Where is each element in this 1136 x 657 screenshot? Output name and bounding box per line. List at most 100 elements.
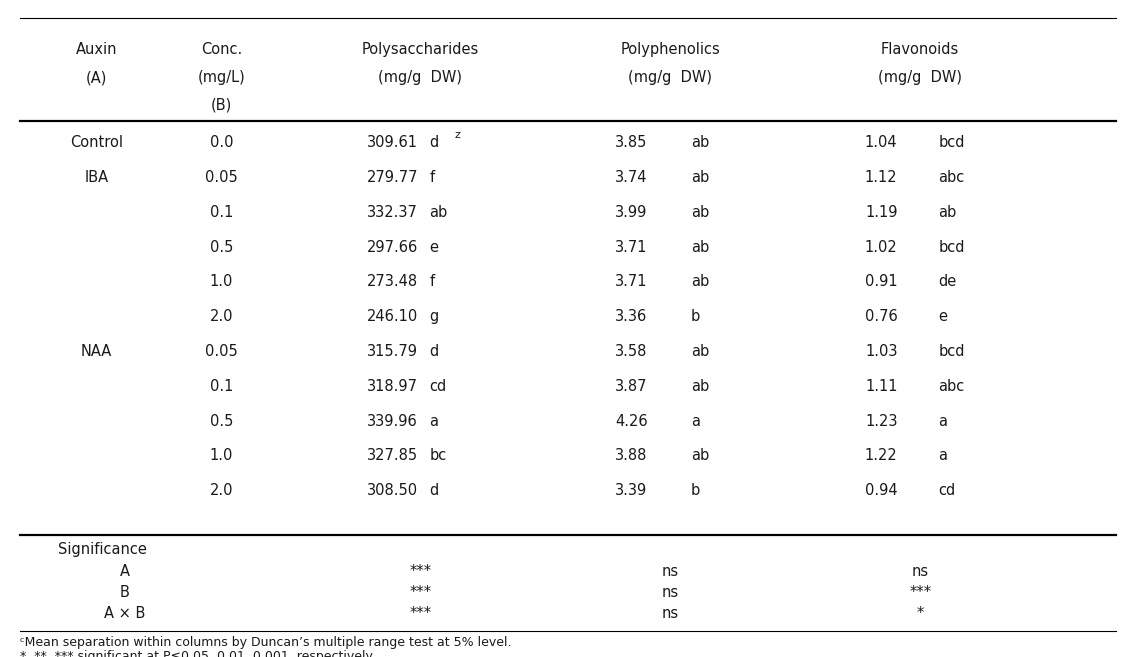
Text: 0.05: 0.05 — [206, 344, 237, 359]
Text: cd: cd — [429, 379, 446, 394]
Text: 1.23: 1.23 — [864, 414, 897, 428]
Text: Polysaccharides: Polysaccharides — [361, 42, 479, 57]
Text: 327.85: 327.85 — [367, 449, 418, 463]
Text: 3.85: 3.85 — [616, 135, 648, 150]
Text: 0.91: 0.91 — [864, 275, 897, 289]
Text: ns: ns — [661, 564, 679, 579]
Text: (mg/g  DW): (mg/g DW) — [878, 70, 962, 85]
Text: 1.12: 1.12 — [864, 170, 897, 185]
Text: g: g — [429, 309, 438, 324]
Text: Control: Control — [70, 135, 123, 150]
Text: bcd: bcd — [938, 344, 964, 359]
Text: ab: ab — [938, 205, 957, 219]
Text: bcd: bcd — [938, 135, 964, 150]
Text: cd: cd — [938, 484, 955, 498]
Text: 2.0: 2.0 — [210, 309, 233, 324]
Text: A: A — [120, 564, 130, 579]
Text: 3.74: 3.74 — [615, 170, 648, 185]
Text: ab: ab — [691, 135, 709, 150]
Text: abc: abc — [938, 170, 964, 185]
Text: a: a — [691, 414, 700, 428]
Text: 279.77: 279.77 — [367, 170, 418, 185]
Text: a: a — [429, 414, 438, 428]
Text: ᶜMean separation within columns by Duncan’s multiple range test at 5% level.: ᶜMean separation within columns by Dunca… — [20, 636, 512, 649]
Text: de: de — [938, 275, 957, 289]
Text: Flavonoids: Flavonoids — [882, 42, 959, 57]
Text: 0.5: 0.5 — [210, 414, 233, 428]
Text: ab: ab — [691, 344, 709, 359]
Text: 3.71: 3.71 — [615, 240, 648, 254]
Text: e: e — [938, 309, 947, 324]
Text: bc: bc — [429, 449, 446, 463]
Text: 273.48: 273.48 — [367, 275, 418, 289]
Text: 2.0: 2.0 — [210, 484, 233, 498]
Text: 3.36: 3.36 — [616, 309, 648, 324]
Text: 1.03: 1.03 — [864, 344, 897, 359]
Text: f: f — [429, 275, 435, 289]
Text: ab: ab — [429, 205, 448, 219]
Text: b: b — [691, 484, 700, 498]
Text: a: a — [938, 414, 947, 428]
Text: 1.19: 1.19 — [864, 205, 897, 219]
Text: ***: *** — [909, 585, 932, 600]
Text: ab: ab — [691, 205, 709, 219]
Text: ns: ns — [661, 585, 679, 600]
Text: 3.99: 3.99 — [616, 205, 648, 219]
Text: d: d — [429, 135, 438, 150]
Text: b: b — [691, 309, 700, 324]
Text: 3.39: 3.39 — [616, 484, 648, 498]
Text: ab: ab — [691, 379, 709, 394]
Text: A × B: A × B — [105, 606, 145, 621]
Text: 246.10: 246.10 — [367, 309, 418, 324]
Text: 0.1: 0.1 — [210, 379, 233, 394]
Text: *, **, *** significant at P≤0.05, 0.01, 0.001, respectively.: *, **, *** significant at P≤0.05, 0.01, … — [20, 650, 376, 657]
Text: a: a — [938, 449, 947, 463]
Text: 3.58: 3.58 — [616, 344, 648, 359]
Text: IBA: IBA — [84, 170, 109, 185]
Text: (mg/L): (mg/L) — [198, 70, 245, 85]
Text: 1.0: 1.0 — [210, 275, 233, 289]
Text: 0.1: 0.1 — [210, 205, 233, 219]
Text: f: f — [429, 170, 435, 185]
Text: 0.5: 0.5 — [210, 240, 233, 254]
Text: d: d — [429, 344, 438, 359]
Text: 3.71: 3.71 — [615, 275, 648, 289]
Text: 1.04: 1.04 — [864, 135, 897, 150]
Text: ab: ab — [691, 275, 709, 289]
Text: abc: abc — [938, 379, 964, 394]
Text: 3.88: 3.88 — [616, 449, 648, 463]
Text: 297.66: 297.66 — [367, 240, 418, 254]
Text: 1.22: 1.22 — [864, 449, 897, 463]
Text: ***: *** — [409, 585, 432, 600]
Text: B: B — [120, 585, 130, 600]
Text: 0.94: 0.94 — [864, 484, 897, 498]
Text: 315.79: 315.79 — [367, 344, 418, 359]
Text: (mg/g  DW): (mg/g DW) — [378, 70, 462, 85]
Text: 1.11: 1.11 — [864, 379, 897, 394]
Text: ns: ns — [911, 564, 929, 579]
Text: *: * — [917, 606, 924, 621]
Text: 3.87: 3.87 — [615, 379, 648, 394]
Text: (B): (B) — [211, 98, 232, 112]
Text: NAA: NAA — [81, 344, 112, 359]
Text: e: e — [429, 240, 438, 254]
Text: 339.96: 339.96 — [367, 414, 418, 428]
Text: ab: ab — [691, 170, 709, 185]
Text: z: z — [454, 129, 460, 140]
Text: 0.0: 0.0 — [210, 135, 233, 150]
Text: Conc.: Conc. — [201, 42, 242, 57]
Text: 308.50: 308.50 — [367, 484, 418, 498]
Text: ab: ab — [691, 240, 709, 254]
Text: ***: *** — [409, 606, 432, 621]
Text: 0.05: 0.05 — [206, 170, 237, 185]
Text: ***: *** — [409, 564, 432, 579]
Text: 318.97: 318.97 — [367, 379, 418, 394]
Text: d: d — [429, 484, 438, 498]
Text: ns: ns — [661, 606, 679, 621]
Text: 309.61: 309.61 — [367, 135, 418, 150]
Text: 1.02: 1.02 — [864, 240, 897, 254]
Text: 4.26: 4.26 — [615, 414, 648, 428]
Text: bcd: bcd — [938, 240, 964, 254]
Text: (mg/g  DW): (mg/g DW) — [628, 70, 712, 85]
Text: (A): (A) — [86, 70, 107, 85]
